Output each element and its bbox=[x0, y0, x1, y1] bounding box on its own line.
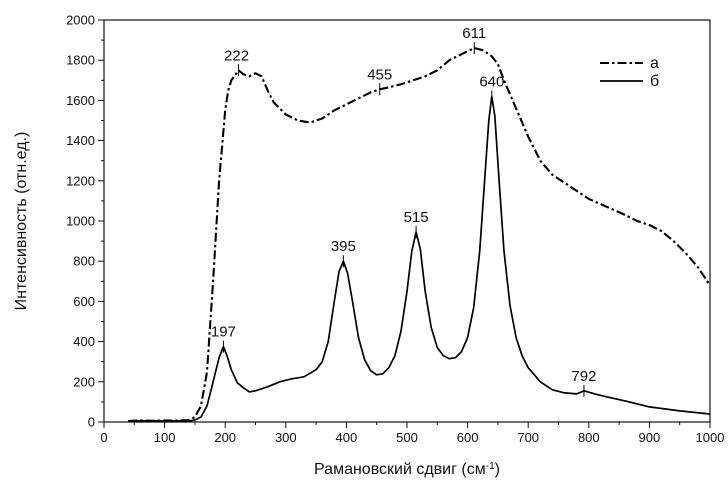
x-axis-title-sup: -1 bbox=[486, 461, 495, 472]
x-tick-label: 600 bbox=[457, 430, 479, 445]
y-tick-label: 1800 bbox=[66, 53, 95, 68]
y-tick-label: 200 bbox=[73, 374, 95, 389]
series-layer bbox=[128, 47, 711, 423]
series-line-b bbox=[128, 95, 711, 422]
y-tick-label: 1000 bbox=[66, 214, 95, 229]
y-tick-label: 800 bbox=[73, 254, 95, 269]
y-tick-label: 600 bbox=[73, 294, 95, 309]
x-tick-label: 400 bbox=[336, 430, 358, 445]
x-tick-label: 200 bbox=[214, 430, 236, 445]
x-axis-title-close: ) bbox=[495, 461, 500, 478]
peak-annotations: 222 455 611 197 395 515 640 792 bbox=[211, 25, 596, 397]
y-tick-label: 1600 bbox=[66, 93, 95, 108]
x-tick-label: 800 bbox=[578, 430, 600, 445]
series-line-a bbox=[128, 47, 711, 423]
y-axis-title: Интенсивность (отн.ед.) bbox=[13, 132, 30, 311]
x-tick-label: 1000 bbox=[696, 430, 725, 445]
x-tick-label: 300 bbox=[275, 430, 297, 445]
y-tick-label: 2000 bbox=[66, 13, 95, 28]
peak-label: 611 bbox=[462, 25, 486, 42]
y-tick-label: 0 bbox=[88, 415, 95, 430]
x-tick-label: 0 bbox=[100, 430, 107, 445]
peak-label: 640 bbox=[479, 73, 504, 90]
peak-label: 792 bbox=[571, 368, 596, 385]
legend-label: a bbox=[650, 55, 659, 72]
peak-label: 455 bbox=[367, 66, 392, 83]
x-tick-label: 900 bbox=[639, 430, 661, 445]
y-tick-label: 400 bbox=[73, 334, 95, 349]
peak-label: 515 bbox=[404, 209, 429, 226]
axis-ticks: 0 100 200 300 400 500 600 700 800 900 1000 0 200 400 6… bbox=[66, 13, 724, 446]
x-axis-title: Рамановский сдвиг (см-1) bbox=[314, 461, 500, 479]
x-tick-label: 700 bbox=[517, 430, 539, 445]
peak-label: 222 bbox=[224, 47, 249, 64]
legend-label: б bbox=[650, 73, 659, 90]
y-tick-label: 1400 bbox=[66, 133, 95, 148]
peak-label: 197 bbox=[211, 324, 236, 341]
peak-label: 395 bbox=[331, 238, 356, 255]
x-tick-label: 100 bbox=[154, 430, 176, 445]
x-tick-label: 500 bbox=[396, 430, 418, 445]
x-axis-title-main: Рамановский сдвиг (см bbox=[314, 461, 486, 478]
legend: aб bbox=[600, 55, 659, 90]
y-tick-label: 1200 bbox=[66, 173, 95, 188]
